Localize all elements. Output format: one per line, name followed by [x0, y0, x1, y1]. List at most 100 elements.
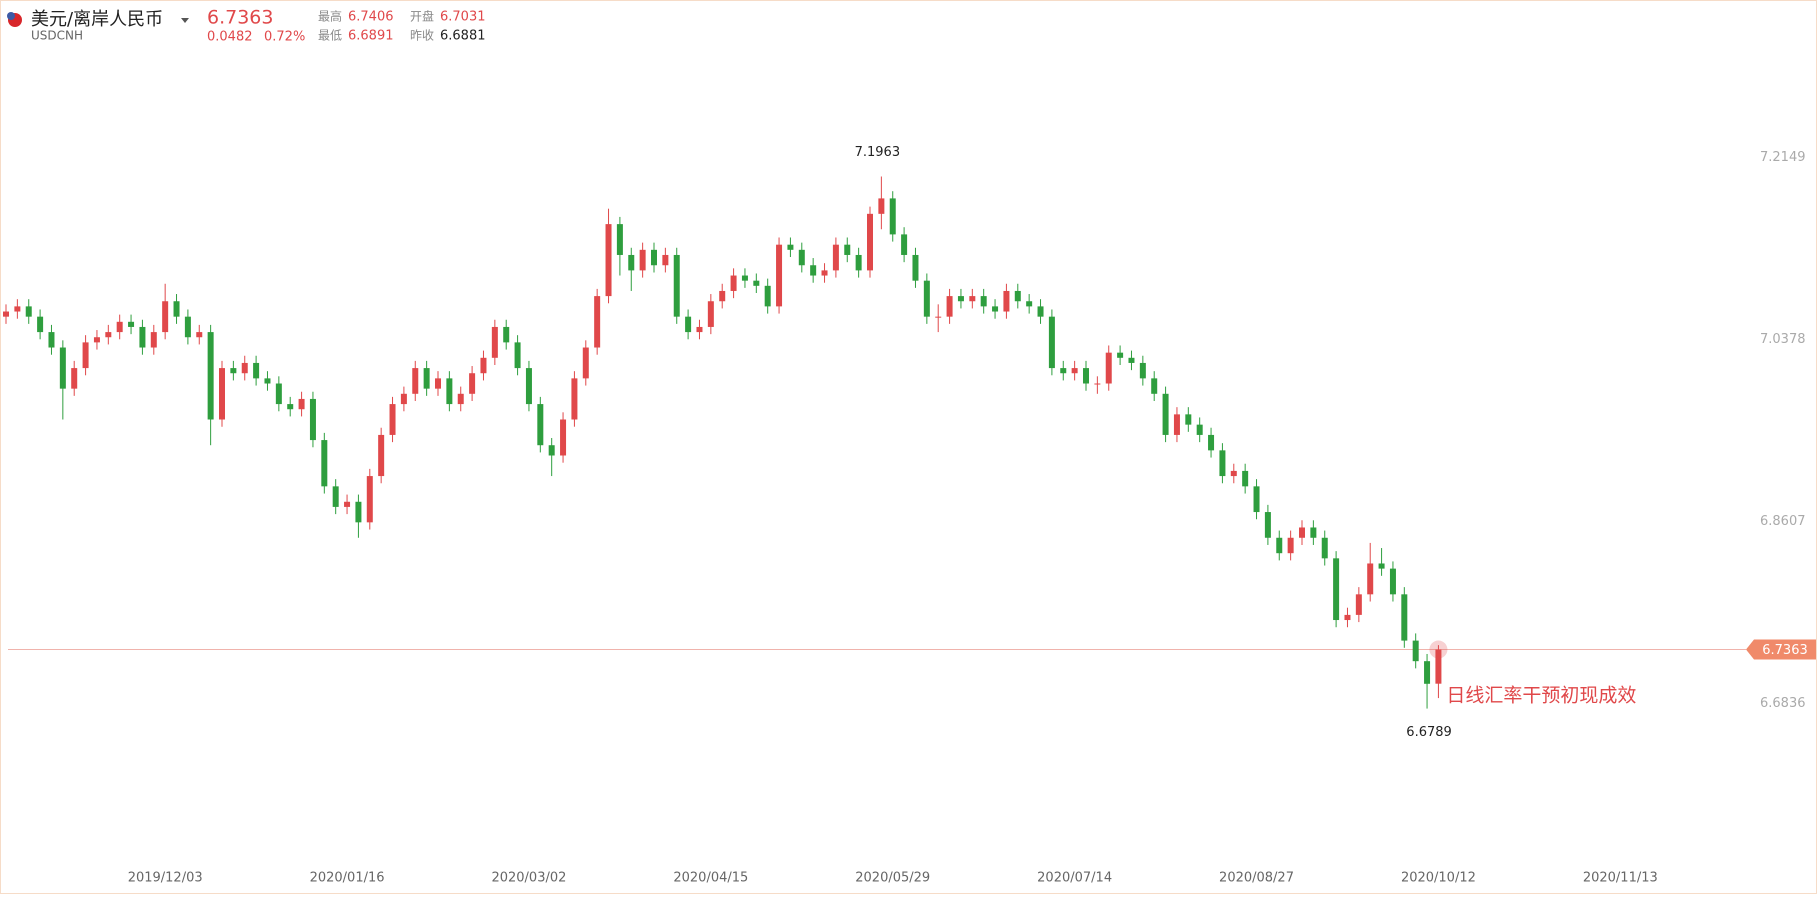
candle-body	[1196, 424, 1203, 435]
price: 6.7363	[207, 7, 273, 29]
candle-body	[878, 198, 885, 214]
candle-body	[241, 362, 248, 374]
candle-body	[560, 419, 567, 456]
pair-title[interactable]: 美元/离岸人民币	[31, 9, 163, 30]
candle-body	[321, 440, 328, 487]
x-tick-label: 2020/11/13	[1583, 871, 1658, 886]
max-label: 7.1963	[855, 145, 901, 160]
candle-body	[730, 275, 737, 291]
change: 0.0482	[207, 30, 253, 45]
candle-body	[1037, 306, 1044, 317]
candle-body	[1014, 290, 1021, 302]
candle-body	[1401, 594, 1408, 641]
candle-body	[412, 368, 419, 394]
symbol: USDCNH	[31, 29, 83, 43]
candle-body	[832, 244, 839, 271]
candle-body	[571, 378, 578, 420]
candle-body	[946, 296, 953, 317]
candle-body	[207, 332, 214, 420]
candle-body	[37, 316, 44, 333]
candle-body	[1185, 414, 1192, 425]
candle-body	[355, 501, 362, 523]
candle-body	[1219, 450, 1226, 477]
candle-body	[1424, 661, 1431, 684]
candle-body	[59, 347, 66, 389]
candle-body	[400, 393, 407, 405]
candle-body	[992, 306, 999, 312]
candle-body	[923, 280, 930, 317]
y-tick-label: 7.0378	[1760, 332, 1806, 347]
y-tick-label: 6.6836	[1760, 696, 1806, 711]
candle-body	[1003, 290, 1010, 312]
candle-body	[1276, 537, 1283, 554]
candle-body	[423, 368, 430, 389]
dropdown-arrow[interactable]	[181, 18, 189, 23]
candle-body	[93, 337, 100, 343]
open-label: 开盘	[410, 9, 434, 24]
candle-body	[1105, 352, 1112, 384]
candle-body	[105, 332, 112, 338]
candle-body	[685, 316, 692, 333]
candle-body	[1060, 368, 1067, 374]
candle-body	[662, 254, 669, 266]
price-tag-label: 6.7363	[1762, 643, 1808, 658]
candle-body	[753, 280, 760, 286]
candle-body	[298, 398, 305, 410]
min-label: 6.6789	[1406, 725, 1452, 740]
candle-body	[741, 275, 748, 281]
price-tag	[1746, 639, 1816, 660]
candle-body	[1378, 563, 1385, 569]
candle-body	[480, 357, 487, 374]
candle-body	[1287, 537, 1294, 554]
candle-body	[1208, 434, 1215, 451]
candle-body	[605, 224, 612, 297]
open: 6.7031	[440, 10, 486, 25]
candle-body	[1128, 357, 1135, 363]
x-tick-label: 2020/05/29	[855, 871, 930, 886]
candle-body	[287, 404, 294, 410]
candle-body	[219, 368, 225, 420]
candle-body	[855, 254, 862, 271]
candle-body	[1173, 414, 1180, 435]
candle-body	[980, 296, 987, 307]
candle-body	[867, 213, 873, 271]
candle-body	[969, 296, 976, 302]
annotation: 日线汇率干预初现成效	[1446, 685, 1636, 707]
candle-body	[935, 316, 942, 318]
candle-body	[253, 362, 260, 379]
candle-body	[1094, 383, 1101, 385]
candle-body	[1299, 527, 1305, 538]
candle-body	[389, 404, 396, 435]
y-tick-label: 6.8607	[1760, 514, 1806, 529]
candle-body	[1389, 568, 1396, 595]
candle-body	[1230, 470, 1237, 477]
candle-body	[435, 378, 441, 389]
last-price-glow	[1429, 640, 1448, 659]
x-tick-label: 2019/12/03	[128, 871, 203, 886]
candle-body	[1412, 640, 1419, 662]
candle-body	[503, 326, 510, 343]
candle-body	[71, 368, 78, 389]
candle-body	[514, 342, 521, 369]
candle-body	[844, 244, 851, 255]
candle-body	[1026, 301, 1033, 307]
candle-body	[912, 254, 919, 281]
candle-body	[128, 321, 135, 327]
candle-body	[821, 270, 828, 276]
candle-body	[173, 301, 180, 317]
candle-body	[25, 306, 32, 317]
change-pct: 0.72%	[264, 30, 305, 45]
candle-body	[639, 249, 646, 271]
candle-body	[1083, 368, 1089, 384]
candle-body	[162, 301, 169, 333]
candle-body	[344, 501, 351, 507]
candle-body	[537, 404, 544, 446]
flag-us	[7, 12, 15, 20]
candle-body	[469, 373, 476, 394]
candle-body	[901, 234, 908, 255]
candle-body	[184, 316, 191, 338]
candle-body	[616, 224, 623, 255]
candle-body	[1151, 378, 1158, 394]
candle-body	[810, 265, 817, 276]
